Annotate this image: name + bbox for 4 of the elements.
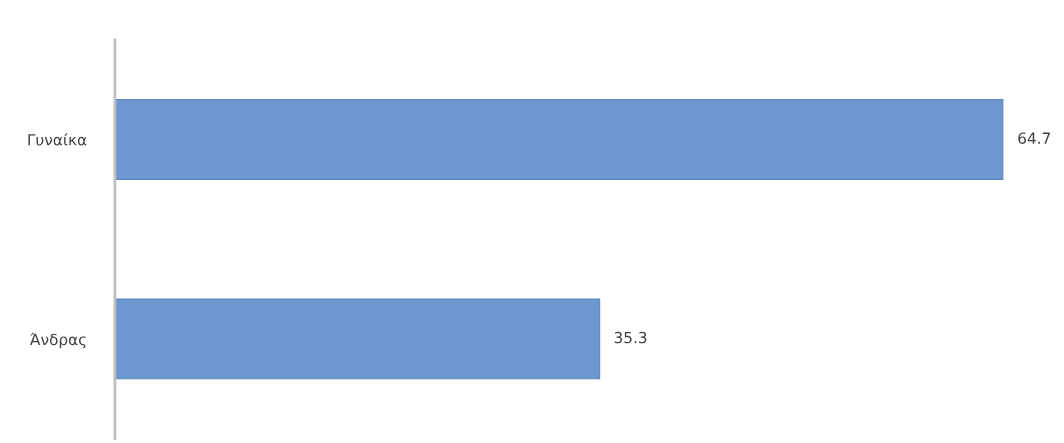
data-label: 35.3 [614,331,647,344]
y-tick-label: Γυναίκα [28,133,87,146]
data-label: 64.7 [1018,132,1050,144]
y-tick-label: Άνδρας [30,332,86,349]
